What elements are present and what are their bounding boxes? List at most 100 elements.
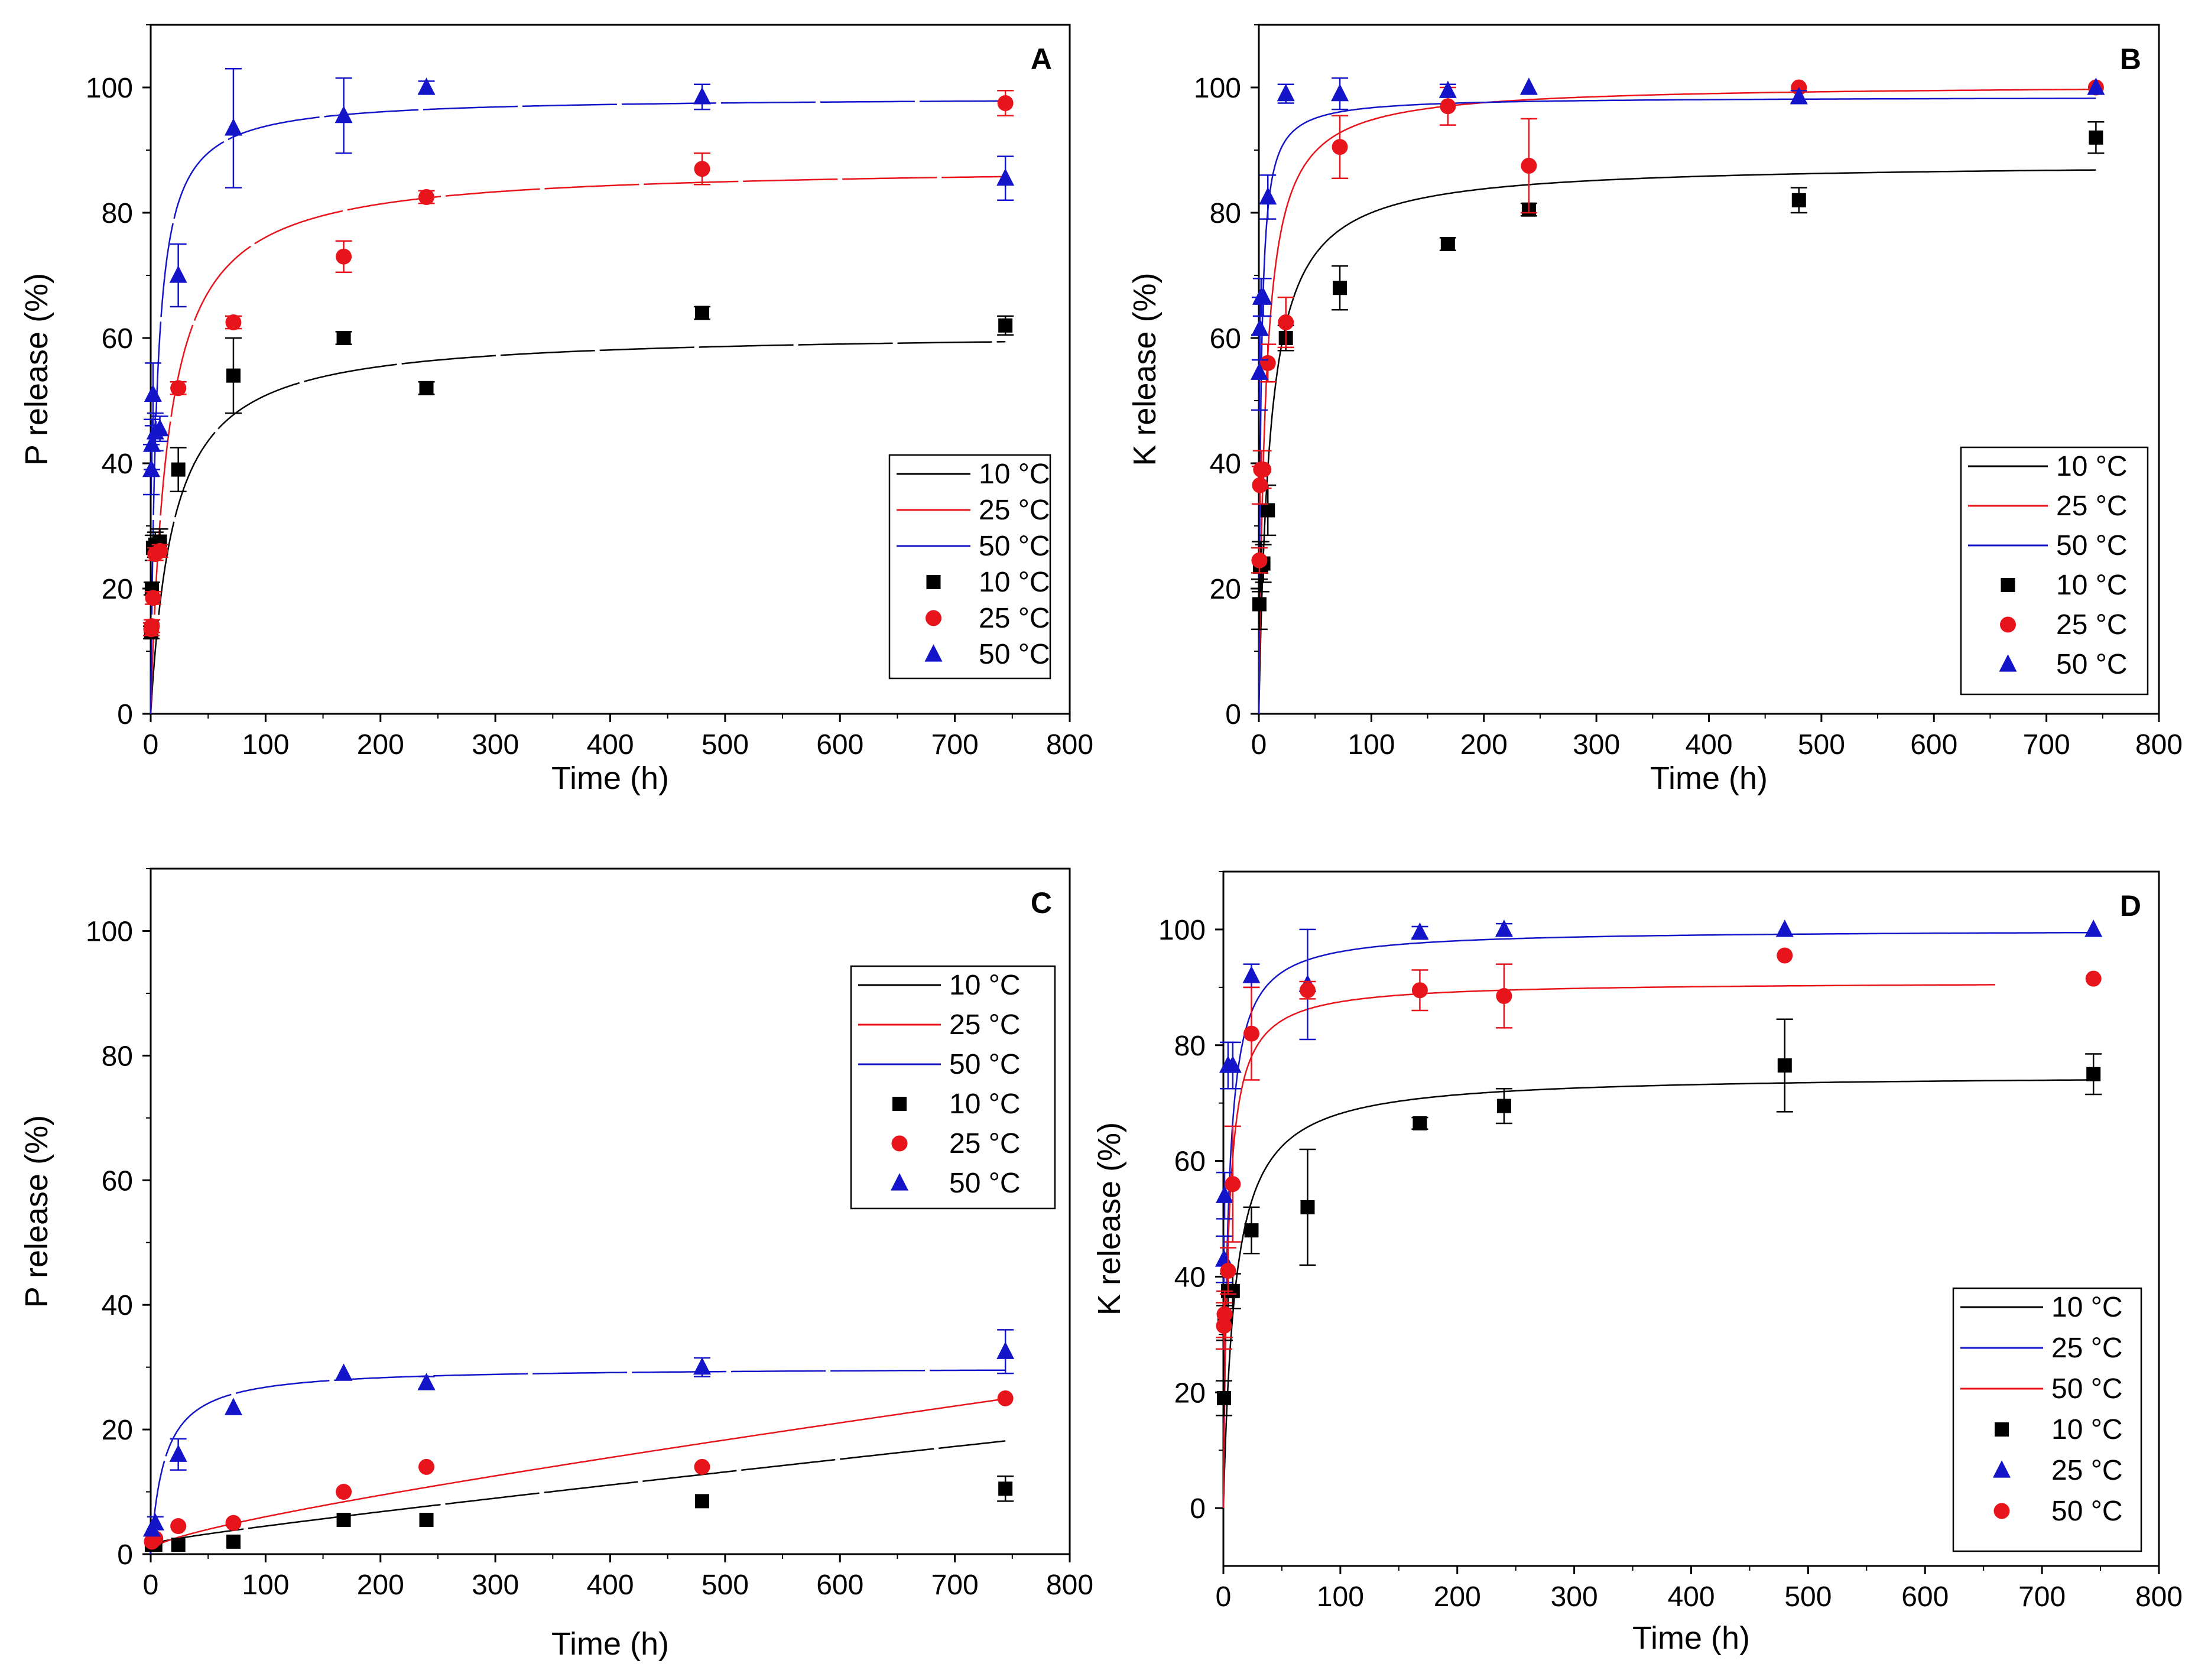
legend-label: 25 °C (979, 495, 1050, 526)
data-point (152, 542, 168, 559)
x-tick-label: 500 (1784, 1581, 1832, 1613)
legend-frame (888, 454, 1051, 680)
y-tick-label: 0 (117, 1539, 133, 1571)
legend-label: 10 °C (2051, 1292, 2123, 1323)
chart-panel-a: 0 100 200 300 400 500 600 700 800 0 20 40 60 80 100 Tim… (19, 24, 1093, 796)
x-tick-label: 400 (1685, 729, 1732, 761)
data-point (1259, 187, 1277, 205)
x-tick-label: 800 (1046, 1569, 1093, 1601)
data-point (1777, 947, 1793, 964)
legend-marker-swatch (891, 1173, 908, 1191)
data-point (1299, 982, 1316, 999)
x-tick-label: 500 (1798, 729, 1845, 761)
x-tick-label: 700 (931, 729, 979, 761)
data-point (1252, 477, 1268, 493)
x-tick-label: 200 (1434, 1581, 1481, 1613)
legend-label: 25 °C (2056, 490, 2128, 522)
data-point (336, 1484, 352, 1500)
data-point (169, 265, 187, 283)
data-point (1496, 988, 1512, 1005)
panel-letter: A (1031, 43, 1052, 76)
data-point (170, 380, 187, 397)
data-series-triangle (142, 67, 1015, 496)
data-point (335, 1363, 353, 1381)
data-point (1242, 966, 1261, 983)
x-tick-label: 700 (931, 1569, 979, 1601)
data-point (1225, 1176, 1241, 1192)
x-tick-label: 400 (1667, 1581, 1715, 1613)
y-tick-label: 20 (102, 574, 133, 605)
data-point (145, 590, 161, 606)
legend-label: 25 °C (949, 1009, 1021, 1041)
y-tick-label: 0 (1190, 1493, 1206, 1525)
data-point (1413, 1116, 1427, 1130)
x-axis-title: Time (h) (1650, 761, 1768, 796)
x-tick-label: 400 (586, 1569, 634, 1601)
y-tick-label: 60 (102, 1165, 133, 1197)
data-point (1300, 1200, 1315, 1214)
y-tick-label: 0 (117, 699, 133, 730)
data-point (1775, 919, 1794, 937)
data-point (2089, 130, 2103, 145)
data-point (997, 95, 1014, 111)
legend-label: 25 °C (2056, 609, 2128, 641)
data-point (693, 1357, 711, 1375)
data-point (1251, 552, 1268, 568)
data-point (1791, 193, 1806, 207)
y-tick-label: 100 (86, 73, 133, 104)
x-tick-label: 0 (143, 729, 159, 761)
y-tick-label: 40 (1174, 1262, 1206, 1293)
legend-marker-swatch (1995, 1422, 2009, 1437)
data-point (998, 318, 1013, 333)
legend-label: 25 °C (949, 1128, 1021, 1159)
data-point (2086, 1067, 2101, 1081)
data-series-triangle (1250, 77, 2105, 411)
data-point (1331, 83, 1349, 102)
y-axis-title: P release (%) (19, 273, 54, 466)
y-tick-label: 100 (1158, 915, 1206, 946)
data-point (1777, 1058, 1792, 1073)
legend-marker-swatch (1993, 1460, 2011, 1478)
data-point (1244, 1223, 1259, 1238)
x-tick-label: 700 (2023, 729, 2070, 761)
x-axis-title: Time (h) (551, 761, 669, 796)
data-point (144, 384, 162, 402)
x-tick-label: 400 (586, 729, 634, 761)
fit-curve-10c (150, 341, 1006, 714)
legend-marker-swatch (926, 610, 941, 626)
data-point (225, 314, 242, 330)
data-point (1278, 314, 1294, 330)
y-tick-label: 100 (1194, 73, 1241, 104)
data-point (417, 1373, 436, 1390)
data-point (419, 381, 434, 395)
fit-curve-50c (1258, 98, 2096, 714)
data-point (418, 1458, 434, 1475)
data-point (1254, 287, 1272, 305)
y-tick-label: 40 (102, 1290, 133, 1321)
y-tick-label: 60 (1210, 323, 1241, 355)
legend-marker-swatch (1999, 654, 2017, 672)
panel-letter: B (2120, 43, 2141, 76)
y-tick-label: 20 (1210, 574, 1241, 605)
x-tick-label: 700 (2018, 1581, 2066, 1613)
x-tick-label: 600 (816, 729, 863, 761)
data-point (417, 77, 436, 95)
y-tick-label: 100 (86, 916, 133, 947)
data-point (1261, 503, 1275, 518)
panel-letter: D (2120, 889, 2141, 922)
fit-curve-25c (150, 1398, 1006, 1551)
legend-label: 10 °C (2056, 451, 2128, 482)
legend-frame (850, 965, 1056, 1210)
data-point (695, 306, 709, 320)
data-series-square (142, 306, 1014, 640)
legend-label: 50 °C (949, 1168, 1021, 1199)
data-point (1251, 319, 1269, 336)
x-tick-label: 0 (143, 1569, 159, 1601)
data-point (1277, 83, 1295, 102)
panel-letter: C (1031, 886, 1052, 919)
data-point (1216, 1306, 1233, 1322)
y-axis-title: K release (%) (1127, 272, 1163, 466)
legend-frame (1952, 1287, 2142, 1552)
x-tick-label: 100 (1347, 729, 1395, 761)
data-point (694, 1458, 710, 1475)
